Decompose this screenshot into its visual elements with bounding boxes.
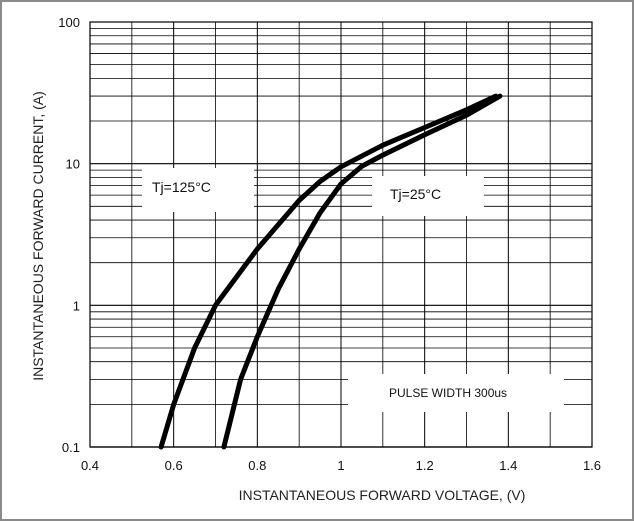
annotations: Tj=125°C Tj=25°C PULSE WIDTH 300us bbox=[142, 168, 564, 412]
y-tick-label: 0.1 bbox=[62, 440, 80, 455]
y-axis-label: INSTANTANEOUS FORWARD CURRENT, (A) bbox=[30, 91, 46, 381]
x-tick-label: 0.6 bbox=[165, 458, 183, 473]
tick-labels: 0.4 0.6 0.8 1 1.2 1.4 1.6 0.1 1 10 100 bbox=[58, 15, 601, 473]
annotation-box-125c bbox=[142, 168, 254, 212]
series-trace-0 bbox=[420, 98, 493, 132]
series-line-0 bbox=[158, 93, 499, 450]
annotation-box-25c bbox=[372, 176, 484, 216]
x-tick-label: 1.6 bbox=[583, 458, 601, 473]
series-layer bbox=[158, 93, 503, 450]
x-tick-label: 0.4 bbox=[81, 458, 99, 473]
x-tick-label: 1.4 bbox=[499, 458, 517, 473]
x-tick-label: 0.8 bbox=[248, 458, 266, 473]
series-line-1 bbox=[221, 93, 503, 450]
annotation-125c: Tj=125°C bbox=[152, 179, 211, 195]
x-tick-label: 1.2 bbox=[416, 458, 434, 473]
annotation-25c: Tj=25°C bbox=[390, 186, 441, 202]
y-tick-label: 10 bbox=[66, 157, 80, 172]
y-tick-label: 1 bbox=[73, 298, 80, 313]
y-tick-label: 100 bbox=[58, 15, 80, 30]
series-trace-1 bbox=[420, 98, 497, 139]
annotation-pulse-width: PULSE WIDTH 300us bbox=[389, 386, 507, 400]
annotation-box-pulse bbox=[348, 374, 564, 412]
x-axis-label: INSTANTANEOUS FORWARD VOLTAGE, (V) bbox=[239, 487, 526, 503]
x-tick-label: 1 bbox=[337, 458, 344, 473]
grid bbox=[89, 21, 593, 448]
